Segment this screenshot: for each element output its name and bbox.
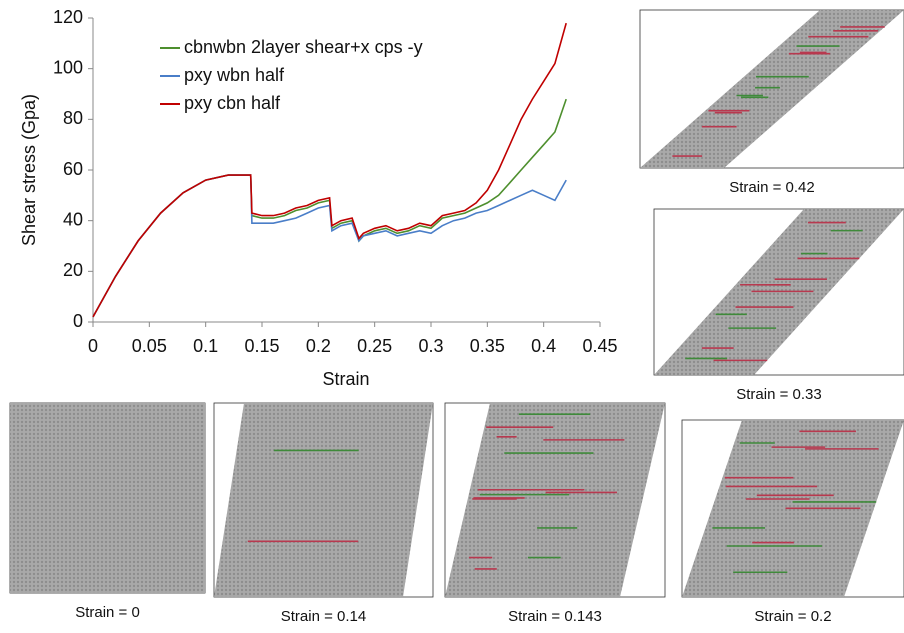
snapshot-caption: Strain = 0.33 (736, 386, 821, 403)
x-tick-label: 0.2 (306, 336, 331, 356)
snapshot-atoms (640, 10, 904, 168)
legend-label: pxy wbn half (184, 65, 285, 85)
y-tick-label: 0 (73, 311, 83, 331)
series-line (92, 174, 567, 318)
snapshot-caption: Strain = 0.2 (754, 608, 831, 625)
x-tick-label: 0.35 (470, 336, 505, 356)
x-axis-label: Strain (322, 369, 369, 389)
snapshot-frame (639, 9, 904, 169)
y-axis-label: Shear stress (Gpa) (19, 94, 39, 246)
series-line (92, 22, 567, 318)
y-tick-label: 100 (53, 57, 83, 77)
x-tick-label: 0.15 (244, 336, 279, 356)
x-tick-label: 0.25 (357, 336, 392, 356)
x-tick-label: 0.1 (193, 336, 218, 356)
snapshot-atoms (214, 403, 433, 597)
y-tick-label: 20 (63, 260, 83, 280)
legend-label: cbnwbn 2layer shear+x cps -y (184, 37, 423, 57)
x-tick-label: 0 (88, 336, 98, 356)
snapshot-atoms (445, 403, 665, 597)
x-tick-label: 0.05 (132, 336, 167, 356)
snapshot-caption: Strain = 0.143 (508, 608, 602, 625)
x-tick-label: 0.45 (582, 336, 617, 356)
snapshot-atoms (10, 403, 205, 593)
y-tick-label: 40 (63, 209, 83, 229)
snapshot-caption: Strain = 0 (75, 604, 140, 621)
snapshot-frame (653, 208, 904, 376)
legend-label: pxy cbn half (184, 93, 281, 113)
x-tick-label: 0.3 (418, 336, 443, 356)
y-tick-label: 80 (63, 108, 83, 128)
x-tick-label: 0.4 (531, 336, 556, 356)
y-tick-label: 120 (53, 7, 83, 27)
snapshot-caption: Strain = 0.42 (729, 179, 814, 196)
snapshot-caption: Strain = 0.14 (281, 608, 366, 625)
y-tick-label: 60 (63, 159, 83, 179)
